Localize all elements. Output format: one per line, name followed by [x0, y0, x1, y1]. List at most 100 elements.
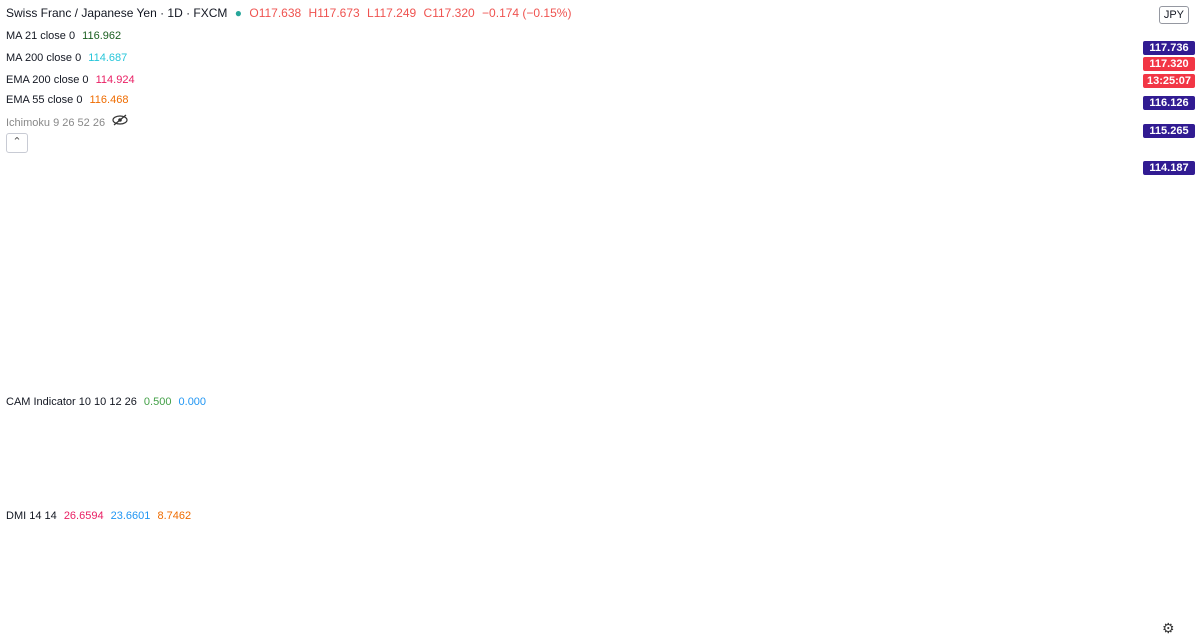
cam-bar [90, 393, 92, 490]
candle-body [501, 109, 504, 133]
candle-body [158, 193, 161, 208]
cam-bar [28, 393, 30, 490]
candle-body [609, 86, 613, 106]
candle-body [760, 109, 763, 139]
cam-bar [804, 393, 806, 490]
candle-body [133, 214, 136, 221]
cam-bar [328, 393, 330, 490]
cam-bar [130, 393, 132, 490]
cam-bar [336, 393, 338, 490]
candle-body [315, 274, 318, 294]
cam-bar [324, 393, 326, 490]
candle-body [264, 235, 267, 242]
cam-bar [2, 393, 4, 490]
collapse-legend-button[interactable]: ⌃ [6, 133, 28, 153]
candle-body [705, 112, 709, 118]
indicator-ma200[interactable]: MA 200 close 0 114.687 [6, 52, 131, 64]
indicator-ma21[interactable]: MA 21 close 0 116.962 [6, 30, 125, 42]
indicator-label: EMA 55 close 0 [6, 94, 83, 106]
cam-bar [200, 393, 202, 490]
cam-bar [508, 393, 510, 490]
time-tick-label: May [317, 624, 338, 636]
eye-off-icon[interactable] [112, 114, 128, 129]
candle-body [661, 152, 664, 157]
cam-bar [598, 393, 600, 490]
candle-body [606, 86, 609, 88]
cam-bar [648, 393, 650, 490]
cam-bar [372, 393, 374, 490]
candle-body [769, 112, 773, 124]
candle-body [430, 228, 433, 235]
cam-bar [764, 393, 766, 490]
indicator-ema200[interactable]: EMA 200 close 0 114.924 [6, 74, 139, 86]
dmi-label: DMI 14 14 [6, 510, 57, 522]
cam-bar [86, 393, 88, 490]
candle-body [168, 217, 171, 219]
cam-bar [184, 393, 186, 490]
cam-bar [734, 393, 736, 490]
cam-bar [126, 393, 128, 490]
cam-bar [160, 393, 162, 490]
currency-badge[interactable]: JPY [1158, 6, 1189, 24]
candle-body [408, 250, 411, 258]
candle-body [795, 69, 798, 80]
cam-bar [606, 393, 608, 490]
cam-bar [486, 393, 488, 490]
ohlc-open: O117.638 [249, 6, 302, 20]
cam-bar [532, 393, 534, 490]
indicator-ichimoku[interactable]: Ichimoku 9 26 52 26 [6, 114, 132, 129]
cam-bar [68, 393, 70, 490]
cam-bar [710, 393, 712, 490]
cam-bar [376, 393, 378, 490]
cam-bar [484, 393, 486, 490]
indicator-ema55[interactable]: EMA 55 close 0 116.468 [6, 94, 132, 106]
cam-bar [820, 393, 822, 490]
cam-bar [642, 393, 644, 490]
cam-bar [76, 393, 78, 490]
candle-body [289, 257, 293, 273]
cam-bar [632, 393, 634, 490]
candle-body [197, 239, 200, 243]
candle-body [257, 230, 261, 236]
cam-bar [592, 393, 594, 490]
cam-bar [746, 393, 748, 490]
candle-body [597, 70, 600, 80]
symbol-title[interactable]: Swiss Franc / Japanese Yen · 1D · FXCM [6, 6, 228, 20]
candle-body [568, 86, 571, 91]
candle-body [741, 125, 744, 134]
cam-bar [852, 393, 854, 490]
cam-bar [194, 393, 196, 490]
dmi-minus-line [0, 522, 865, 595]
cam-bar [248, 393, 250, 490]
cam-legend[interactable]: CAM Indicator 10 10 12 26 0.500 0.000 [6, 396, 211, 408]
candle-body [424, 236, 427, 249]
cam-bar [470, 393, 472, 490]
cam-bar [668, 393, 670, 490]
candle-body [94, 296, 97, 319]
cam-bar [58, 393, 60, 490]
gear-icon[interactable]: ⚙ [1162, 620, 1175, 636]
candle-body [843, 78, 846, 82]
cam-bar [82, 393, 84, 490]
candle-body [382, 238, 385, 256]
dmi-legend[interactable]: DMI 14 14 26.6594 23.6601 8.7462 [6, 510, 195, 522]
cam-bar [862, 393, 864, 490]
candle-body [817, 58, 821, 67]
cam-bar [724, 393, 726, 490]
cam-bar [214, 393, 216, 490]
cam-bar [558, 393, 560, 490]
candle-body [401, 258, 405, 267]
cam-bar [288, 393, 290, 490]
cam-bar [816, 393, 818, 490]
candle-body [91, 318, 94, 330]
cam-bar [0, 393, 2, 490]
cam-bar [246, 393, 248, 490]
candle-body [318, 270, 321, 275]
cam-bar [548, 393, 550, 490]
candle-body [792, 69, 795, 104]
cam-bar [18, 393, 20, 490]
cam-bar [496, 393, 498, 490]
cam-bar [226, 393, 228, 490]
candle-body [657, 152, 661, 177]
